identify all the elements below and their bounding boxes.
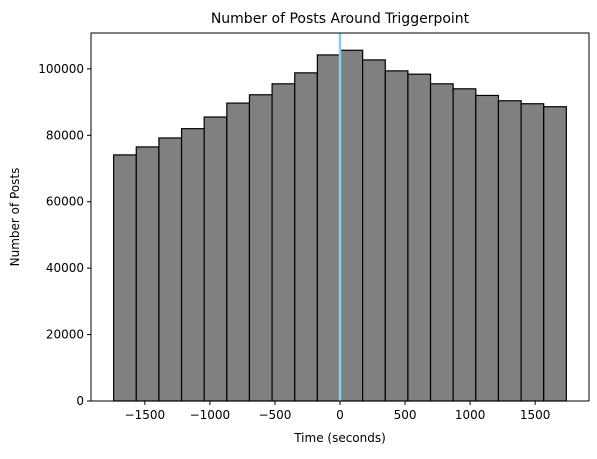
bar: [158, 137, 183, 402]
bar: [497, 100, 522, 402]
bar: [113, 154, 137, 402]
y-tick-label: 60000: [46, 195, 84, 209]
y-tick-label: 80000: [46, 128, 84, 142]
x-tick-label: 1500: [520, 408, 551, 422]
x-tick-label: −500: [258, 408, 291, 422]
bar: [475, 94, 500, 402]
x-tick-label: −1500: [125, 408, 166, 422]
y-tick-label: 20000: [46, 328, 84, 342]
bar: [294, 72, 318, 402]
x-tick-label: 0: [336, 408, 344, 422]
bar: [339, 49, 364, 402]
bar: [452, 88, 477, 402]
y-tick-label: 40000: [46, 261, 84, 275]
bar: [362, 59, 386, 402]
bar: [384, 70, 409, 402]
bar: [520, 103, 545, 402]
bar: [316, 54, 341, 402]
bar: [407, 73, 432, 402]
bar: [203, 116, 228, 402]
bar: [226, 102, 251, 402]
x-axis-label: Time (seconds): [293, 431, 386, 445]
x-tick-label: 1000: [455, 408, 486, 422]
bar: [429, 83, 454, 402]
bar: [271, 83, 296, 402]
bar: [180, 128, 205, 402]
x-tick-label: −1000: [190, 408, 231, 422]
y-tick-label: 0: [76, 394, 84, 408]
y-tick-label: 100000: [38, 62, 84, 76]
bar: [248, 94, 273, 402]
x-tick-label: 500: [394, 408, 417, 422]
bar: [543, 106, 567, 402]
chart-title: Number of Posts Around Triggerpoint: [211, 11, 470, 27]
bar: [135, 146, 160, 402]
y-axis-label: Number of Posts: [8, 168, 22, 267]
